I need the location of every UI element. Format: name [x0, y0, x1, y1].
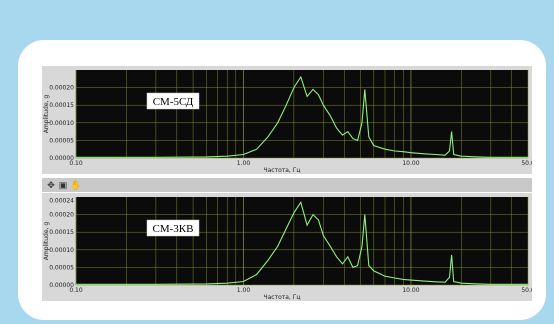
grid: [75, 70, 529, 159]
y-tick-label: 0.00010: [49, 247, 74, 254]
y-tick-label: 0.00005: [49, 137, 74, 144]
zoom-icon[interactable]: ▣: [58, 180, 68, 190]
y-tick-label: 0.00015: [49, 229, 74, 236]
y-tick-label: 0.00015: [49, 102, 74, 109]
spectrum-series: [76, 75, 528, 158]
graph-toolbar: ✥ ▣ ✋: [42, 178, 532, 192]
hand-icon[interactable]: ✋: [70, 180, 82, 190]
x-tick-label: 10.00: [402, 160, 419, 167]
sensor-label: СМ-3КВ: [146, 219, 200, 237]
spectrum-series: [76, 200, 528, 285]
y-axis-label: Amplitude, g: [43, 222, 50, 261]
sensor-label-box: [146, 92, 200, 110]
x-tick-label: 1.00: [237, 160, 251, 167]
x-tick-label: 0.10: [69, 287, 83, 294]
sensor-label-text: СМ-3КВ: [153, 223, 194, 235]
spectrum-panel-bottom: 0.10 1.00 10.00 50.0 0.00000 0.00005 0.00010 0.…: [42, 193, 532, 301]
y-tick-label: 0.00024: [49, 198, 74, 205]
y-tick-label: 0.00000: [49, 282, 74, 289]
plot-area: [76, 197, 528, 285]
x-axis-label: Частота, Гц: [264, 294, 301, 301]
y-tick-label: 0.00005: [49, 264, 74, 271]
y-tick-label: 0.00020: [49, 85, 74, 92]
x-tick-label: 10.00: [402, 287, 419, 294]
sensor-label: СМ-5СД: [146, 92, 200, 110]
sensor-label-box: [146, 219, 200, 237]
x-tick-label: 50.0: [521, 287, 532, 294]
x-tick-label: 50.0: [521, 160, 532, 167]
spectrum-chart-bottom: 0.10 1.00 10.00 50.0 0.00000 0.00005 0.00010 0.…: [43, 197, 532, 301]
spectrum-chart-top: 0.10 1.00 10.00 50.0 0.00000 0.00005 0.00010 0.…: [43, 70, 532, 174]
x-tick-label: 1.00: [237, 287, 251, 294]
x-tick-label: 0.10: [69, 160, 83, 167]
y-tick-label: 0.00020: [49, 212, 74, 219]
y-tick-label: 0.00010: [49, 120, 74, 127]
plot-area: [76, 70, 528, 158]
x-axis-label: Частота, Гц: [264, 167, 301, 174]
y-tick-label: 0.00000: [49, 155, 74, 162]
crosshair-icon[interactable]: ✥: [47, 180, 55, 190]
sensor-label-text: СМ-5СД: [153, 96, 194, 108]
spectrum-panel-top: 0.10 1.00 10.00 50.0 0.00000 0.00005 0.00010 0.…: [42, 66, 532, 174]
y-axis-label: Amplitude, g: [43, 95, 50, 134]
